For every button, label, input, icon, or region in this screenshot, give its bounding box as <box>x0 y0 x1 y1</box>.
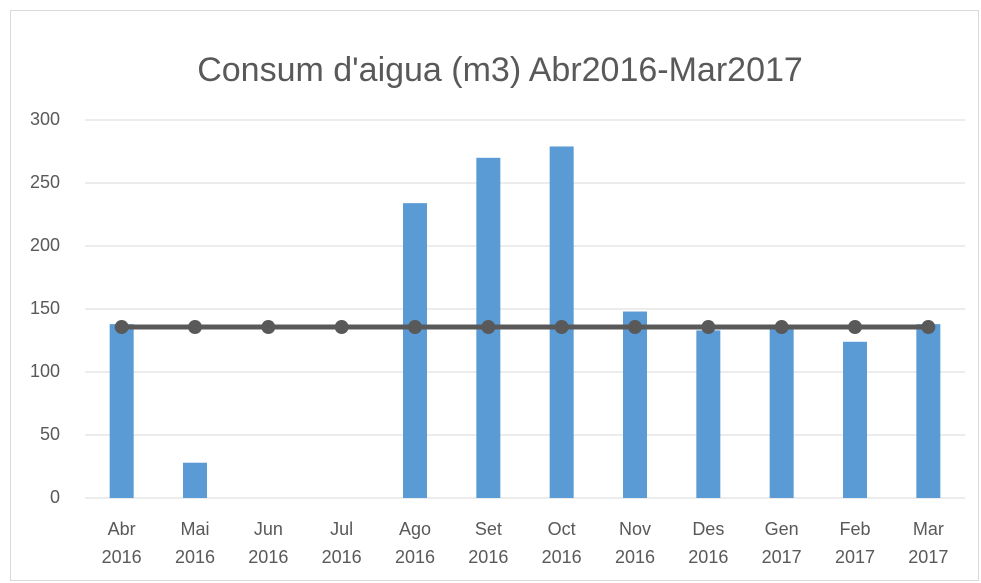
bar <box>696 330 721 498</box>
line-marker <box>334 320 349 335</box>
line-marker <box>701 320 716 335</box>
x-tick-label: Feb 2017 <box>835 519 875 567</box>
bar <box>109 324 134 498</box>
bar <box>183 462 207 498</box>
y-tick-label: 0 <box>50 487 60 507</box>
x-tick-label: Jun 2016 <box>248 519 288 567</box>
bar <box>916 324 941 498</box>
x-tick-label: Mar 2017 <box>908 519 948 567</box>
chart-title: Consum d'aigua (m3) Abr2016-Mar2017 <box>197 51 803 89</box>
y-tick-label: 150 <box>30 298 60 318</box>
y-tick-label: 100 <box>30 361 60 381</box>
y-tick-label: 250 <box>30 172 60 192</box>
x-tick-label: Nov 2016 <box>615 519 655 567</box>
line-marker <box>261 320 276 335</box>
y-tick-label: 50 <box>40 424 60 444</box>
line-marker <box>921 320 936 335</box>
line-marker <box>188 320 202 335</box>
line-marker <box>628 320 642 335</box>
x-tick-label: Des 2016 <box>688 519 728 567</box>
bar <box>843 341 867 498</box>
line-marker <box>114 320 129 335</box>
bar <box>623 311 647 498</box>
x-tick-label: Ago 2016 <box>395 519 435 567</box>
x-tick-label: Set 2016 <box>468 519 508 567</box>
line-marker <box>848 320 862 335</box>
line-marker <box>774 320 789 335</box>
line-marker <box>554 320 569 335</box>
line-marker <box>408 320 422 335</box>
bar <box>769 326 794 498</box>
x-tick-label: Mai 2016 <box>175 519 215 567</box>
x-tick-label: Jul 2016 <box>322 519 362 567</box>
y-tick-label: 200 <box>30 235 60 255</box>
x-tick-label: Gen 2017 <box>762 519 802 567</box>
y-tick-label: 300 <box>30 109 60 129</box>
bar <box>403 203 427 498</box>
line-marker <box>481 320 496 335</box>
x-tick-label: Oct 2016 <box>542 519 582 567</box>
x-tick-label: Abr 2016 <box>102 519 142 567</box>
